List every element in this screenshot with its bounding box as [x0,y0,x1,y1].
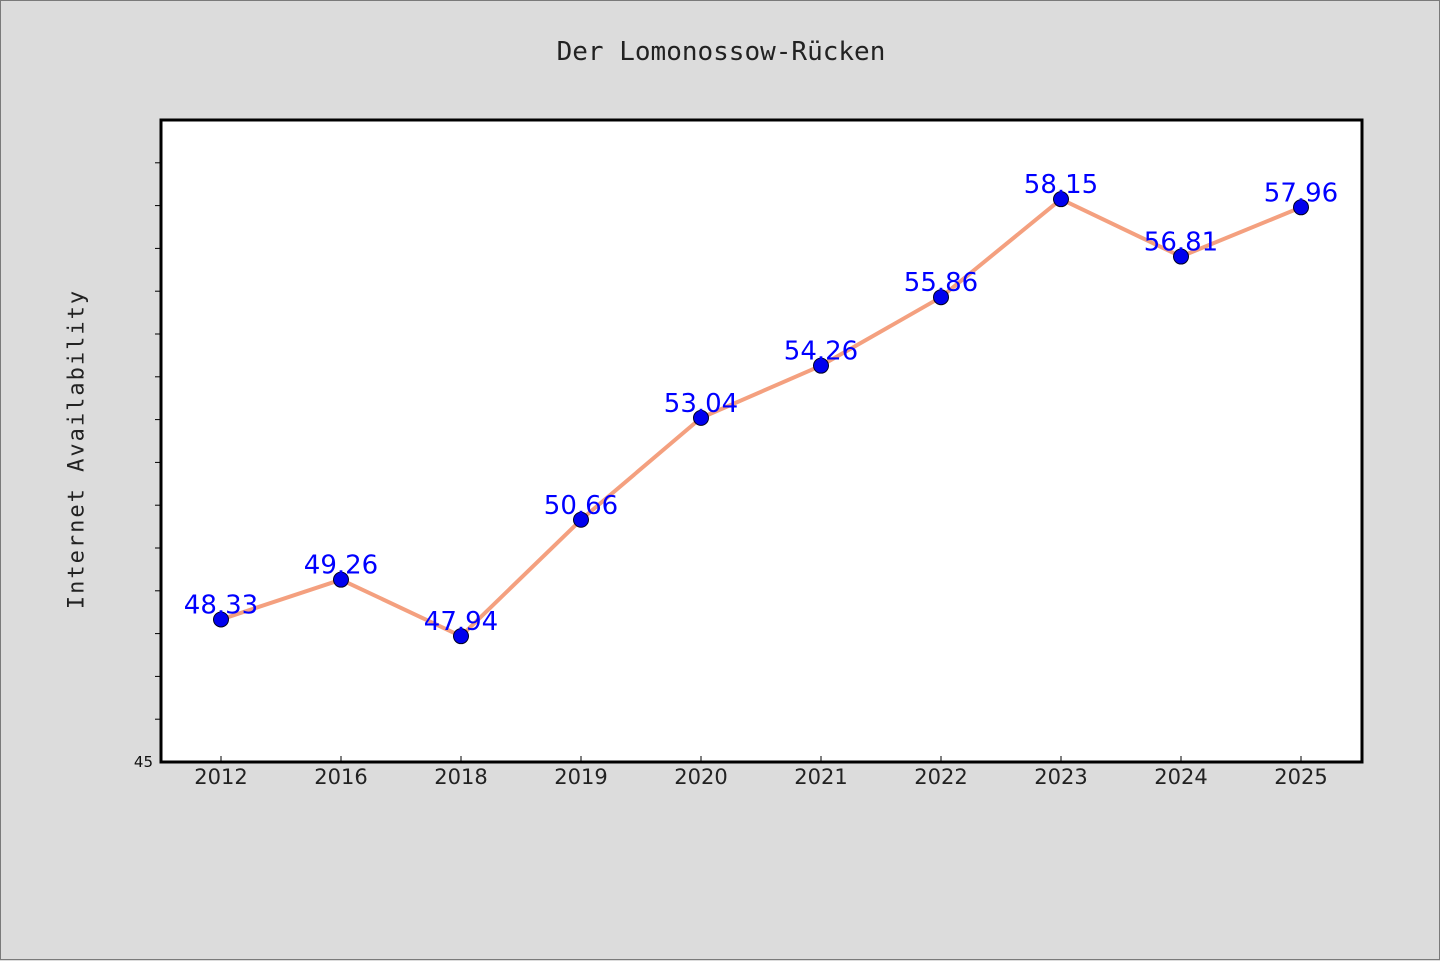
data-point [1293,199,1309,216]
x-axis-tick-labels: 2012 2016 2018 2019 2020 2021 2022 2023 2024 2025 [194,765,1327,789]
series-line [220,197,1302,639]
data-point [573,511,589,528]
data-point [333,571,349,588]
data-point [453,628,469,645]
data-label: 56.81 [1144,228,1218,258]
x-tick-label: 2019 [554,765,607,789]
x-tick-label: 2016 [314,765,367,789]
x-tick-label: 2012 [194,765,247,789]
chart-title: Der Lomonossow-Rücken [556,37,886,67]
data-labels: 48.33 49.26 47.94 50.66 53.04 54.26 55.86 58.15… [184,170,1338,637]
data-markers [213,191,1309,645]
data-label: 54.26 [784,337,858,367]
data-label: 50.66 [544,491,618,521]
data-point [1173,248,1189,265]
y-axis-ticks [155,162,161,720]
series-lines [220,197,1302,639]
y-tick-label: 45 [134,753,153,771]
data-label: 57.96 [1264,178,1338,208]
data-point [933,289,949,306]
data-label: 48.33 [184,590,258,620]
x-tick-label: 2018 [434,765,487,789]
x-tick-label: 2024 [1154,765,1207,789]
data-label: 55.86 [904,268,978,298]
x-tick-label: 2022 [914,765,967,789]
data-point [1053,191,1069,208]
data-label: 47.94 [424,607,498,637]
data-label: 49.26 [304,551,378,581]
x-axis-ticks [220,756,1302,762]
plot-area [159,118,1364,764]
data-point [813,357,829,374]
y-axis-tick-labels: 45 [134,753,153,771]
data-label: 53.04 [664,389,738,419]
x-tick-label: 2021 [794,765,847,789]
data-point [693,409,709,426]
x-tick-label: 2025 [1274,765,1327,789]
data-point [213,611,229,628]
data-label: 58.15 [1024,170,1098,200]
x-tick-label: 2023 [1034,765,1087,789]
x-tick-label: 2020 [674,765,727,789]
